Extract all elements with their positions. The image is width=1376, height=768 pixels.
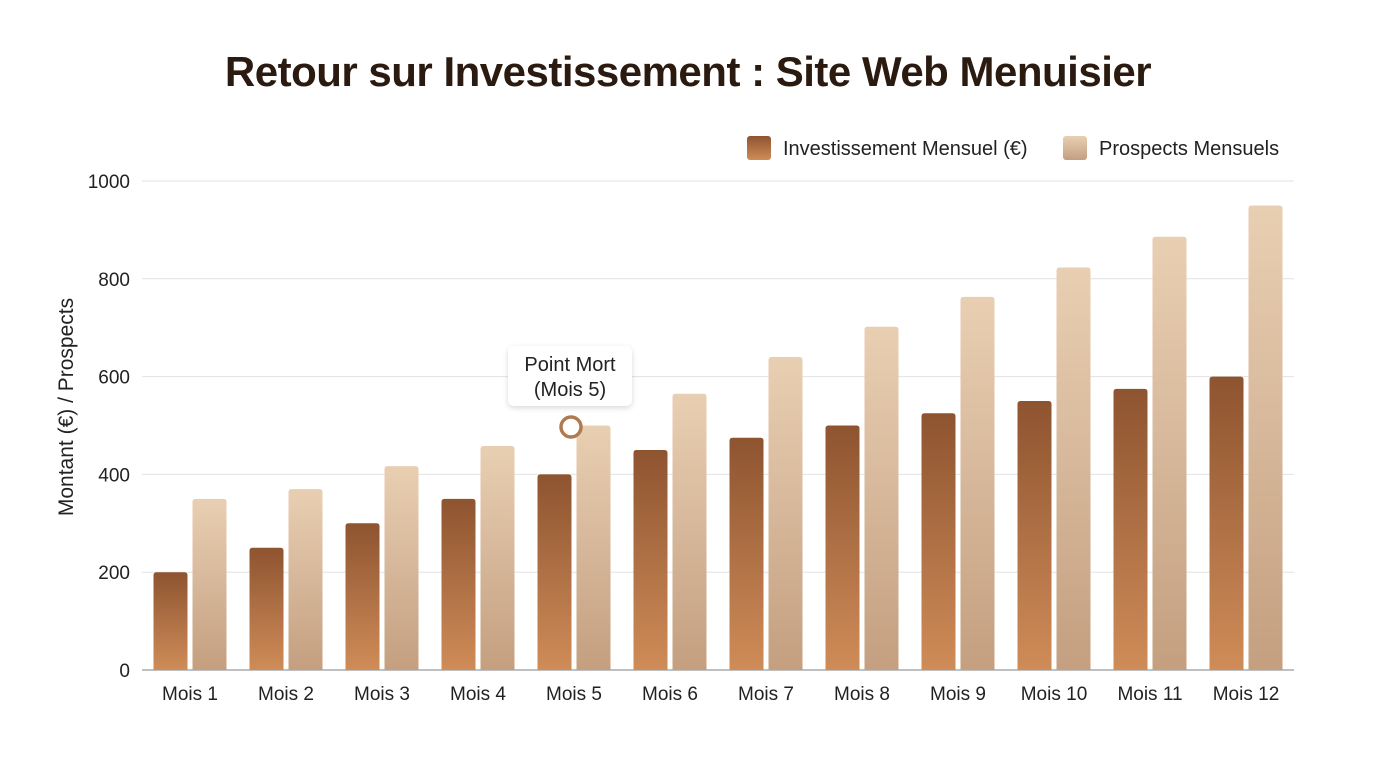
annotation-marker [559,415,583,439]
bar-prospects-12 [1248,205,1283,670]
y-tick-600: 600 [98,368,130,389]
grid-lines [142,180,1294,671]
bar-prospects-5 [576,425,611,670]
bar-prospects-8 [864,326,899,670]
bar-investissement-2 [249,547,284,670]
y-tick-1000: 1000 [88,172,130,193]
x-tick-12: Mois 12 [1213,684,1280,705]
legend-label-1: Investissement Mensuel (€) [783,138,1028,160]
legend: Investissement Mensuel (€) Prospects Mens… [747,136,1279,160]
x-tick-labels: Mois 1 Mois 2 Mois 3 Mois 4 Mois 5 Mois 6 Mois… [162,684,1279,705]
bar-investissement-8 [825,425,860,670]
x-tick-7: Mois 7 [738,684,794,705]
annotation-point-mort: Point Mort (Mois 5) [508,346,632,439]
bar-prospects-1 [192,498,227,670]
y-axis-label: Montant (€) / Prospects [55,298,78,516]
bar-prospects-3 [384,466,419,670]
bar-investissement-7 [729,437,764,670]
x-tick-4: Mois 4 [450,684,506,705]
x-tick-2: Mois 2 [258,684,314,705]
annotation-line-2: (Mois 5) [534,379,606,401]
bar-investissement-6 [633,449,668,670]
legend-swatch-2 [1063,136,1087,160]
bar-investissement-11 [1113,388,1148,670]
bars [153,205,1283,670]
bar-prospects-10 [1056,267,1091,670]
x-tick-10: Mois 10 [1021,684,1088,705]
x-tick-5: Mois 5 [546,684,602,705]
bar-investissement-5 [537,474,572,670]
bar-investissement-3 [345,523,380,670]
x-tick-11: Mois 11 [1117,684,1182,705]
x-tick-9: Mois 9 [930,684,986,705]
bar-investissement-4 [441,498,476,670]
x-tick-8: Mois 8 [834,684,890,705]
y-tick-0: 0 [119,661,130,682]
bar-prospects-11 [1152,236,1187,670]
y-tick-400: 400 [98,465,130,486]
chart-title: Retour sur Investissement : Site Web Men… [224,48,1152,95]
bar-prospects-4 [480,446,515,670]
y-tick-200: 200 [98,563,130,584]
bar-investissement-9 [921,413,956,670]
y-tick-labels: 0 200 400 600 800 1000 [88,172,130,682]
x-tick-6: Mois 6 [642,684,698,705]
bar-prospects-9 [960,296,995,670]
bar-investissement-10 [1017,401,1052,670]
x-tick-1: Mois 1 [162,684,218,705]
bar-investissement-12 [1209,376,1244,670]
bar-prospects-2 [288,489,323,670]
annotation-line-1: Point Mort [524,354,616,376]
y-tick-800: 800 [98,270,130,291]
bar-prospects-7 [768,357,803,670]
bar-prospects-6 [672,393,707,670]
bar-investissement-1 [153,572,188,670]
annotation-box [508,346,632,406]
x-tick-3: Mois 3 [354,684,410,705]
legend-swatch-1 [747,136,771,160]
legend-label-2: Prospects Mensuels [1099,138,1279,160]
